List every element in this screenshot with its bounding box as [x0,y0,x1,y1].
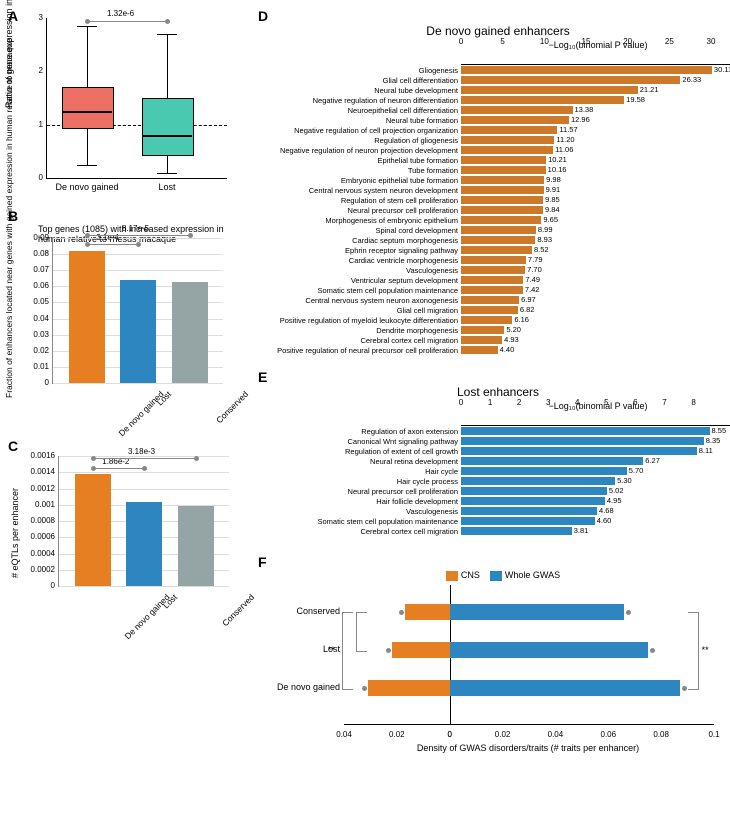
panel-d-axis-title: −Log₁₀(binomial P value) [458,40,730,50]
panel-d-title: De novo gained enhancers [258,24,730,38]
panel-f-plot: 0.040.02000.020.040.060.080.1ConservedLo… [344,585,714,725]
panel-e-axis-title: −Log₁₀(binomial P value) [458,401,730,411]
panel-e-axis: 012345678 [461,411,730,426]
panel-b-label: B [8,208,248,224]
panel-f-legend: CNSWhole GWAS [258,570,730,581]
panel-f-xlabel: Density of GWAS disorders/traits (# trai… [318,743,730,753]
panel-d-bars: Gliogenesis30.11Glial cell differentiati… [258,65,730,355]
panel-e-label: E [258,369,267,385]
panel-b-plot: 00.010.020.030.040.050.060.070.080.09De … [52,238,223,384]
panel-a: A Ratio of gene expression in human rela… [8,8,248,208]
panel-f-label: F [258,554,730,570]
panel-e-title: Lost enhancers [258,385,730,399]
panel-f: F CNSWhole GWAS 0.040.02000.020.040.060.… [258,554,730,764]
left-column: A Ratio of gene expression in human rela… [8,8,248,764]
panel-c: C # eQTLs per enhancer 00.00020.00040.00… [8,438,248,658]
right-column: D De novo gained enhancers −Log₁₀(binomi… [258,8,730,764]
panel-e-bars: Regulation of axon extension8.55Canonica… [258,426,730,536]
panel-e: E Lost enhancers −Log₁₀(binomial P value… [258,369,730,536]
panel-c-ylabel: # eQTLs per enhancer [10,488,20,578]
panel-d-label: D [258,8,268,24]
figure: A Ratio of gene expression in human rela… [8,8,730,764]
panel-c-plot: 00.00020.00040.00060.00080.0010.00120.00… [58,456,229,587]
panel-b-ylabel: Fraction of enhancers located near genes… [4,38,14,398]
panel-d: D De novo gained enhancers −Log₁₀(binomi… [258,8,730,355]
panel-b: B Top genes (1085) with increased expres… [8,208,248,438]
panel-d-axis: 051015202530 [461,50,730,65]
panel-a-plot: 0123De novo gainedLost1.32e-6 [46,18,227,179]
